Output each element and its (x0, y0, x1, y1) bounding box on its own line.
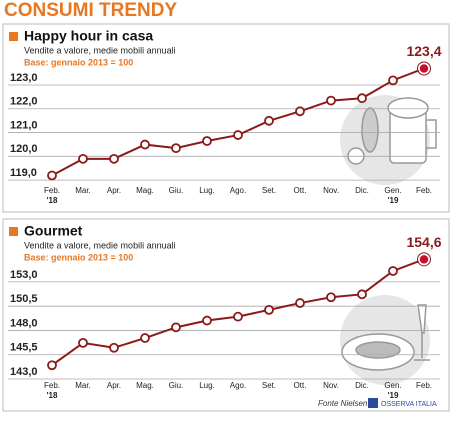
marker (171, 143, 181, 154)
x-year-label: '18 (47, 391, 58, 400)
marker-ring (417, 61, 431, 76)
logo: OSSERVA ITALIA (381, 401, 437, 408)
marker (357, 289, 367, 300)
marker (295, 298, 305, 308)
marker (78, 153, 88, 164)
x-tick-label: Gen. (384, 186, 401, 195)
y-tick-label: 123,0 (10, 72, 38, 84)
x-year-label: '19 (388, 196, 399, 205)
marker (233, 130, 243, 140)
y-tick-label: 121,0 (10, 119, 38, 131)
marker (388, 266, 398, 276)
y-tick-label: 150,5 (10, 293, 38, 305)
y-tick-label: 145,5 (10, 342, 38, 354)
marker (233, 311, 243, 322)
title-bullet (9, 227, 18, 236)
marker (47, 170, 57, 181)
x-tick-label: Feb. (416, 186, 432, 195)
x-tick-label: Nov. (323, 186, 339, 195)
x-tick-label: Set. (262, 381, 276, 390)
panel (2, 23, 450, 213)
logo-mark (368, 398, 378, 408)
x-tick-label: Apr. (107, 186, 121, 195)
x-tick-label: Lug. (199, 186, 215, 195)
x-tick-label: Lug. (199, 381, 215, 390)
value-label: 154,6 (406, 234, 441, 250)
x-year-label: '18 (47, 196, 58, 205)
marker (202, 136, 212, 146)
source: Fonte Nielsen (318, 399, 368, 408)
chart-note: Base: gennaio 2013 = 100 (24, 252, 133, 262)
marker (326, 292, 336, 303)
panel (2, 218, 450, 412)
y-tick-label: 120,0 (10, 143, 38, 155)
x-year-label: '19 (388, 391, 399, 400)
chart-subtitle: Vendite a valore, medie mobili annuali (24, 240, 176, 250)
y-tick-label: 143,0 (10, 366, 38, 378)
marker (388, 75, 398, 86)
y-tick-label: 119,0 (10, 167, 37, 179)
marker (326, 95, 336, 106)
x-tick-label: Apr. (107, 381, 121, 390)
x-tick-label: Set. (262, 186, 276, 195)
x-tick-label: Mar. (75, 381, 91, 390)
marker (140, 139, 150, 150)
x-tick-label: Mag. (136, 381, 154, 390)
x-tick-label: Ago. (230, 186, 246, 195)
marker (357, 93, 367, 104)
marker (109, 153, 119, 164)
marker (171, 322, 181, 333)
x-tick-label: Ott. (294, 381, 307, 390)
x-tick-label: Feb. (44, 381, 60, 390)
marker-ring (417, 252, 431, 267)
x-tick-label: Mag. (136, 186, 154, 195)
marker (264, 304, 274, 315)
marker (418, 253, 430, 266)
marker (295, 106, 305, 117)
x-tick-label: Giu. (169, 381, 184, 390)
chart-title: Gourmet (24, 223, 83, 239)
x-tick-label: Nov. (323, 381, 339, 390)
x-tick-label: Ago. (230, 381, 246, 390)
x-tick-label: Dic. (355, 381, 369, 390)
x-tick-label: Gen. (384, 381, 401, 390)
marker (78, 337, 88, 348)
icon-beer (340, 95, 437, 185)
marker (418, 62, 430, 75)
title-bullet (9, 32, 18, 41)
x-tick-label: Ott. (294, 186, 307, 195)
page-title: CONSUMI TRENDY (4, 0, 177, 21)
marker (202, 315, 212, 326)
marker (140, 333, 150, 343)
y-tick-label: 122,0 (10, 96, 38, 108)
y-tick-label: 153,0 (10, 269, 38, 281)
marker (264, 115, 274, 126)
x-tick-label: Feb. (44, 186, 60, 195)
chart-title: Happy hour in casa (24, 28, 153, 44)
x-tick-label: Feb. (416, 381, 432, 390)
chart-note: Base: gennaio 2013 = 100 (24, 57, 133, 67)
marker (47, 360, 57, 371)
x-tick-label: Giu. (169, 186, 184, 195)
icon-gourmet (340, 295, 430, 385)
marker (109, 342, 119, 353)
y-tick-label: 148,0 (10, 317, 38, 329)
value-label: 123,4 (406, 43, 441, 59)
chart-subtitle: Vendite a valore, medie mobili annuali (24, 45, 176, 55)
x-tick-label: Mar. (75, 186, 91, 195)
x-tick-label: Dic. (355, 186, 369, 195)
